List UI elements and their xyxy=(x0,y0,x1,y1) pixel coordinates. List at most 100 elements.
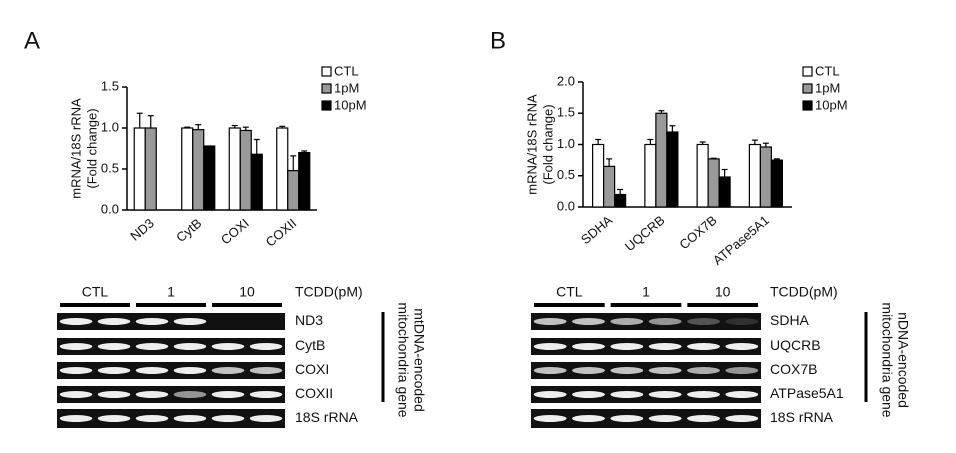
gel-band xyxy=(211,343,245,350)
bar xyxy=(655,112,668,208)
gel-band xyxy=(173,318,207,325)
legend-label: 1pM xyxy=(334,80,359,95)
gel-band xyxy=(135,415,169,422)
y-tick-label: 1.5 xyxy=(557,105,575,120)
group-label: 10 xyxy=(715,284,731,300)
bar xyxy=(181,127,194,211)
gel-band xyxy=(648,343,682,350)
error-bar xyxy=(669,125,676,132)
error-bar xyxy=(762,142,769,147)
y-tick-label: 0.5 xyxy=(101,160,119,175)
gel-band xyxy=(249,391,283,398)
error-bar xyxy=(147,115,154,128)
gel-band xyxy=(687,391,720,398)
bar xyxy=(228,127,241,211)
group-label: CTL xyxy=(556,284,583,300)
bar xyxy=(666,131,679,208)
error-bar xyxy=(606,158,613,167)
gel-band xyxy=(59,415,93,422)
bar xyxy=(276,127,289,211)
legend-label: 10pM xyxy=(815,97,848,112)
error-bar xyxy=(647,138,654,145)
bar xyxy=(707,158,720,208)
error-bar xyxy=(773,158,780,161)
bar xyxy=(592,143,605,208)
gel-band xyxy=(211,367,245,374)
gel-band xyxy=(725,367,759,374)
gel-band xyxy=(533,318,567,325)
error-bar xyxy=(184,126,191,128)
bar xyxy=(770,159,783,208)
gene-label: COXI xyxy=(295,361,329,377)
error-bar xyxy=(617,188,624,195)
gel-band xyxy=(687,415,720,422)
gel-band xyxy=(97,391,131,398)
bar xyxy=(748,143,761,208)
gel-band xyxy=(173,343,207,350)
gel-row xyxy=(531,409,761,428)
gel-band xyxy=(211,415,245,422)
gel-row xyxy=(531,362,761,379)
error-bar xyxy=(242,126,249,131)
x-tick-label: COXII xyxy=(263,215,300,249)
gel-band xyxy=(610,318,644,325)
gel-band xyxy=(725,391,759,398)
gel-band xyxy=(610,367,644,374)
gel-band xyxy=(249,367,283,374)
gel-band xyxy=(610,343,644,350)
error-bar xyxy=(290,155,297,171)
gel-band xyxy=(135,367,169,374)
gel-band xyxy=(610,415,644,422)
bar xyxy=(239,129,252,211)
y-axis-label: mRNA/18S rRNA xyxy=(524,94,539,195)
gel-band xyxy=(687,318,720,325)
gel-band xyxy=(211,391,245,398)
gel-band xyxy=(648,318,682,325)
gel-band xyxy=(173,391,207,398)
gel-band xyxy=(572,415,605,422)
gel-band xyxy=(533,415,567,422)
legend-swatch xyxy=(321,100,332,111)
bar xyxy=(133,127,146,211)
x-tick-label: SDHA xyxy=(578,212,616,247)
gel-band xyxy=(687,367,720,374)
gel-band xyxy=(249,415,283,422)
x-tick-label: ND3 xyxy=(127,215,157,243)
gel-band xyxy=(59,367,93,374)
legend-swatch xyxy=(802,83,813,94)
bar xyxy=(192,129,205,211)
gel-row xyxy=(531,338,761,355)
bar xyxy=(759,146,772,208)
bar xyxy=(203,145,216,211)
y-tick-label: 0.0 xyxy=(557,198,575,213)
y-axis-label: (Fold change) xyxy=(84,108,99,188)
legend-swatch xyxy=(802,66,813,77)
bar xyxy=(287,170,300,211)
error-bar xyxy=(595,138,602,145)
y-tick-label: 2.0 xyxy=(557,73,575,88)
group-label: CTL xyxy=(82,284,109,300)
gel-row xyxy=(57,362,285,379)
gel-band xyxy=(173,367,207,374)
gene-label: ATPase5A1 xyxy=(770,385,844,401)
gene-label: ND3 xyxy=(295,312,323,328)
gene-label: COX7B xyxy=(770,361,817,377)
error-bar xyxy=(751,139,758,145)
panel-letter: B xyxy=(490,27,506,54)
panel-letter: A xyxy=(24,27,40,54)
gel-band xyxy=(572,367,605,374)
y-axis-label: mRNA/18S rRNA xyxy=(68,98,83,199)
gel-band xyxy=(648,415,682,422)
gel-band xyxy=(572,391,605,398)
bar xyxy=(614,193,627,208)
treatment-label: TCDD(pM) xyxy=(295,284,363,300)
group-label: 10 xyxy=(239,284,255,300)
gel-band xyxy=(97,415,131,422)
x-tick-label: CytB xyxy=(173,215,204,245)
gel-band xyxy=(610,391,644,398)
y-axis-label: (Fold change) xyxy=(540,104,555,184)
error-bar xyxy=(699,141,706,145)
gel-band xyxy=(135,391,169,398)
gel-band xyxy=(97,343,131,350)
